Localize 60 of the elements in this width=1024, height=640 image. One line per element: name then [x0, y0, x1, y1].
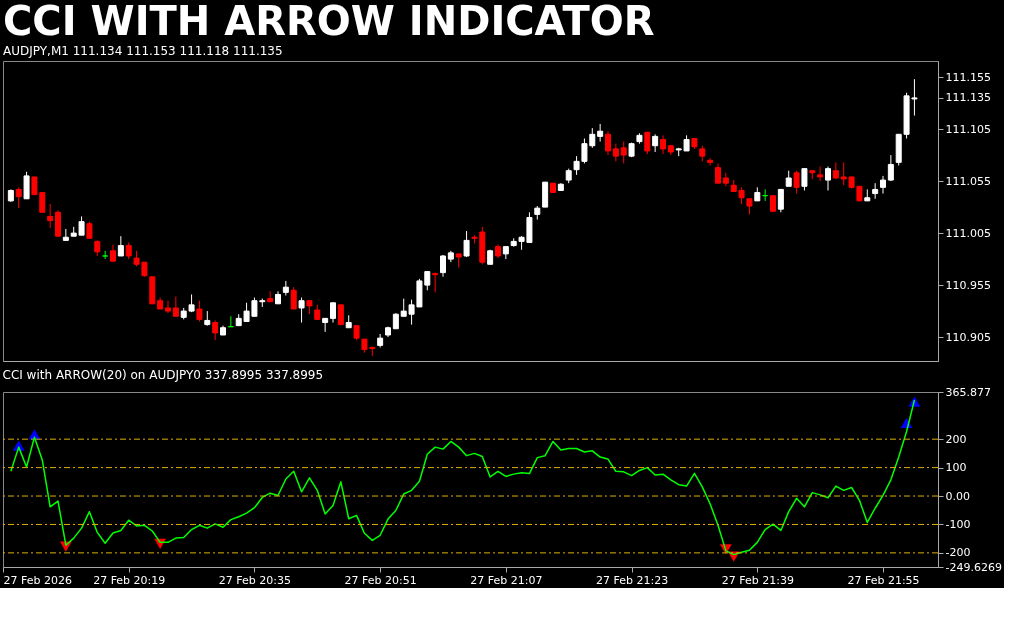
y-tick-label: -100: [945, 517, 971, 531]
candlestick: [15, 186, 22, 209]
candlestick: [660, 134, 666, 155]
y-tick-label: -249.6269: [945, 560, 1002, 574]
candlestick: [620, 141, 627, 164]
candlestick: [777, 188, 784, 213]
candlestick: [62, 228, 69, 241]
candlestick: [463, 230, 470, 258]
candlestick: [196, 300, 203, 322]
x-tick-label: 27 Feb 21:23: [595, 573, 669, 587]
y-tick-label: 110.905: [945, 330, 991, 344]
y-tick-label: 110.955: [945, 278, 991, 292]
y-tick-label: 111.155: [945, 70, 991, 84]
y-tick-label: 200: [945, 432, 967, 446]
y-tick-label: 100: [945, 461, 967, 475]
chart-title: CCI with ARROW(20) on AUDJPY0 337.8995 337.8995: [2, 368, 324, 382]
candlestick: [644, 131, 651, 155]
candlestick: [165, 300, 171, 314]
candlestick: [715, 162, 721, 184]
x-tick-label: 27 Feb 21:07: [470, 573, 543, 587]
candlestick: [23, 171, 30, 200]
y-tick-label: 111.005: [945, 226, 991, 240]
candlestick: [793, 170, 800, 195]
candlestick: [707, 157, 714, 167]
y-tick-label: 0.00: [945, 489, 970, 503]
candlestick: [267, 290, 274, 303]
x-tick-label: 27 Feb 20:51: [344, 573, 417, 587]
x-tick-label: 27 Feb 2026: [3, 573, 72, 587]
candlestick: [330, 302, 336, 324]
candlestick: [47, 203, 54, 229]
candlestick: [298, 297, 305, 324]
y-tick-label: -200: [945, 546, 971, 560]
candlestick: [817, 166, 824, 182]
candlestick: [872, 182, 879, 200]
chart-title: CCI WITH ARROW INDICATOR: [3, 0, 655, 44]
candlestick: [282, 280, 289, 296]
candlestick: [597, 123, 604, 143]
y-tick-label: 111.105: [945, 122, 991, 136]
candlestick: [832, 161, 839, 180]
candlestick: [290, 286, 297, 310]
candlestick: [172, 296, 179, 317]
x-tick-label: 27 Feb 21:55: [847, 573, 920, 587]
candlestick: [212, 319, 219, 341]
candlestick: [801, 168, 808, 191]
y-tick-label: 111.055: [945, 174, 991, 188]
y-tick-label: 111.135: [945, 91, 991, 105]
y-tick-label: 365.877: [945, 385, 991, 399]
x-tick-label: 27 Feb 20:35: [218, 573, 292, 587]
candlestick: [605, 130, 611, 156]
x-tick-label: 27 Feb 20:19: [93, 573, 166, 587]
candlestick: [337, 304, 344, 326]
candlestick: [887, 154, 894, 182]
chart-subtitle: AUDJPY,M1 111.134 111.153 111.118 111.135: [3, 44, 283, 58]
x-tick-label: 27 Feb 21:39: [721, 573, 794, 587]
candlestick: [322, 317, 329, 333]
candlestick: [117, 235, 124, 257]
candlestick: [825, 166, 831, 191]
candlestick: [880, 175, 886, 195]
candlestick: [55, 209, 61, 237]
candlestick: [102, 250, 109, 260]
